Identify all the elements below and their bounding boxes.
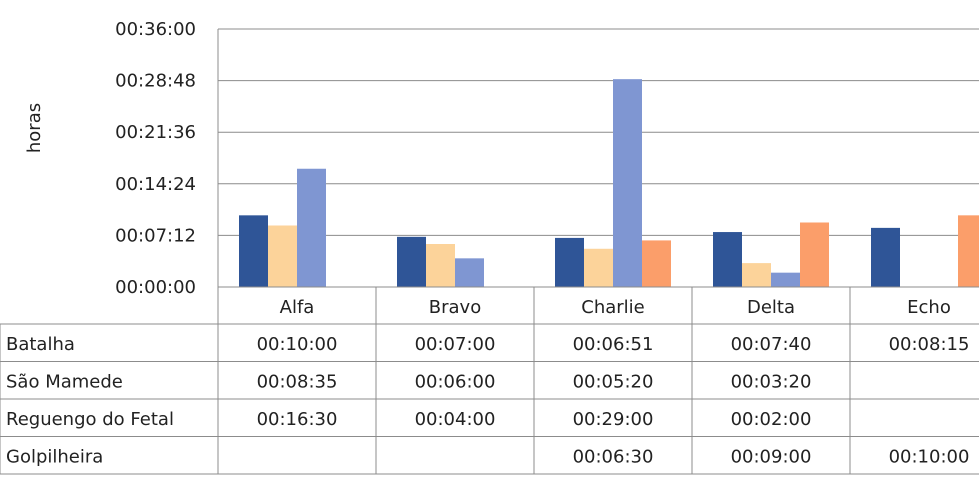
data-table-cell: 00:08:15: [889, 334, 970, 355]
bar-delta-2: [771, 272, 800, 287]
bar-charlie-0: [555, 237, 584, 287]
y-tick-label: 00:36:00: [115, 19, 196, 40]
bar-charlie-2: [613, 79, 642, 288]
x-category-label: Alfa: [280, 297, 315, 318]
data-table-cell: 00:07:00: [415, 334, 496, 355]
y-tick-label: 00:14:24: [115, 174, 196, 195]
y-tick-label: 00:00:00: [115, 277, 196, 298]
data-table-cell: 00:16:30: [257, 409, 338, 430]
table-row-label: Batalha: [6, 334, 75, 355]
bar-echo-0: [871, 227, 900, 287]
y-tick-label: 00:28:48: [115, 71, 196, 92]
bar-delta-1: [742, 263, 771, 287]
bar-bravo-2: [455, 258, 484, 287]
x-category-label: Charlie: [581, 297, 644, 318]
data-table-cell: 00:10:00: [257, 334, 338, 355]
table-row-label: São Mamede: [6, 372, 123, 393]
data-table-cell: 00:10:00: [889, 447, 970, 468]
bar-delta-0: [713, 232, 742, 287]
bar-charlie-1: [584, 248, 613, 287]
data-table-cell: 00:05:20: [573, 372, 654, 393]
table-row-label: Golpilheira: [6, 447, 103, 468]
data-table-cell: 00:06:00: [415, 372, 496, 393]
x-category-label: Delta: [747, 297, 795, 318]
bar-alfa-2: [297, 168, 326, 287]
data-table-cell: 00:02:00: [731, 409, 812, 430]
data-table-cell: 00:04:00: [415, 409, 496, 430]
bar-alfa-0: [239, 215, 268, 287]
data-table-cell: 00:09:00: [731, 447, 812, 468]
bar-delta-3: [800, 222, 829, 287]
data-table-cell: 00:29:00: [573, 409, 654, 430]
data-table-cell: 00:03:20: [731, 372, 812, 393]
bar-bravo-0: [397, 236, 426, 287]
y-axis-title: horas: [24, 103, 45, 153]
data-table-cell: 00:08:35: [257, 372, 338, 393]
data-table-cell: 00:06:30: [573, 447, 654, 468]
bar-charlie-3: [642, 240, 671, 287]
x-category-label: Bravo: [429, 297, 481, 318]
y-tick-label: 00:07:12: [115, 225, 196, 246]
data-table-cell: 00:07:40: [731, 334, 812, 355]
table-row-label: Reguengo do Fetal: [6, 409, 174, 430]
y-tick-label: 00:21:36: [115, 122, 196, 143]
data-table-cell: 00:06:51: [573, 334, 654, 355]
bar-bravo-1: [426, 244, 455, 287]
bar-echo-3: [958, 215, 979, 287]
x-category-label: Echo: [907, 297, 951, 318]
bar-alfa-1: [268, 225, 297, 287]
